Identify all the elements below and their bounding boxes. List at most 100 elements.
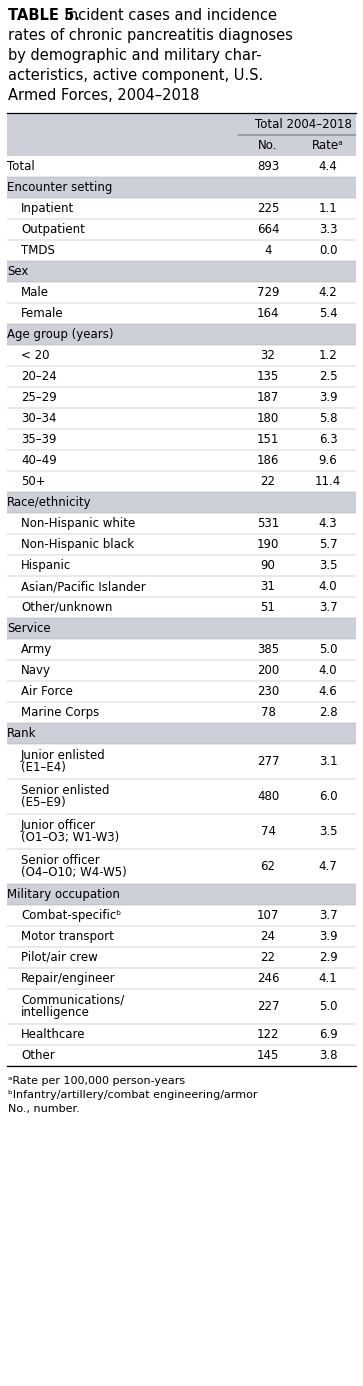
Text: 1.1: 1.1 [319,202,337,215]
Text: Healthcare: Healthcare [21,1028,86,1041]
Text: Other: Other [21,1049,55,1062]
Text: 225: 225 [257,202,279,215]
Text: Marine Corps: Marine Corps [21,705,99,719]
Text: Incident cases and incidence: Incident cases and incidence [60,8,277,24]
Text: 2.8: 2.8 [319,705,337,719]
Text: 3.7: 3.7 [319,602,337,614]
Text: 893: 893 [257,159,279,173]
Text: 385: 385 [257,643,279,656]
Text: 20–24: 20–24 [21,370,57,383]
Bar [7,597,356,618]
Text: 190: 190 [257,538,279,552]
Text: 230: 230 [257,685,279,699]
Text: Armed Forces, 2004–2018: Armed Forces, 2004–2018 [8,87,199,103]
Bar [7,884,356,905]
Text: 664: 664 [257,223,279,236]
Bar [7,577,356,597]
Text: Combat-specificᵇ: Combat-specificᵇ [21,909,121,922]
Text: 6.3: 6.3 [319,432,337,446]
Text: Asian/Pacific Islander: Asian/Pacific Islander [21,579,146,593]
Text: 107: 107 [257,909,279,922]
Text: 3.8: 3.8 [319,1049,337,1062]
Text: by demographic and military char-: by demographic and military char- [8,49,262,62]
Text: Outpatient: Outpatient [21,223,85,236]
Text: 78: 78 [261,705,276,719]
Text: 90: 90 [261,559,276,572]
Bar [7,492,356,513]
Text: 480: 480 [257,790,279,802]
Text: Senior enlisted: Senior enlisted [21,783,110,797]
Text: No., number.: No., number. [8,1105,80,1114]
Text: 4: 4 [264,244,272,256]
Text: Total: Total [7,159,35,173]
Text: TMDS: TMDS [21,244,55,256]
Bar [7,177,356,198]
Text: 5.0: 5.0 [319,643,337,656]
Bar [7,114,356,157]
Bar [7,744,356,779]
Text: 62: 62 [261,859,276,873]
Text: Communications/: Communications/ [21,994,124,1006]
Text: 0.0: 0.0 [319,244,337,256]
Text: Rank: Rank [7,728,37,740]
Text: (O4–O10; W4-W5): (O4–O10; W4-W5) [21,866,127,879]
Text: 277: 277 [257,755,279,768]
Bar [7,281,356,304]
Bar [7,814,356,850]
Text: Motor transport: Motor transport [21,930,114,942]
Text: 25–29: 25–29 [21,391,57,403]
Text: Non-Hispanic black: Non-Hispanic black [21,538,134,552]
Text: Female: Female [21,308,64,320]
Text: 227: 227 [257,1001,279,1013]
Bar [7,926,356,947]
Text: 4.7: 4.7 [319,859,337,873]
Text: 35–39: 35–39 [21,432,57,446]
Bar [7,639,356,660]
Bar [7,366,356,387]
Text: 51: 51 [261,602,276,614]
Text: Age group (years): Age group (years) [7,328,114,341]
Text: Air Force: Air Force [21,685,73,699]
Bar [7,990,356,1024]
Text: 24: 24 [261,930,276,942]
Bar [7,701,356,723]
Bar [7,534,356,554]
Text: Pilot/air crew: Pilot/air crew [21,951,98,965]
Text: intelligence: intelligence [21,1006,90,1019]
Text: 22: 22 [261,951,276,965]
Bar [7,240,356,261]
Text: 5.4: 5.4 [319,308,337,320]
Text: 30–34: 30–34 [21,412,57,426]
Text: ᵃRate per 100,000 person-years: ᵃRate per 100,000 person-years [8,1076,185,1087]
Text: 531: 531 [257,517,279,529]
Text: Hispanic: Hispanic [21,559,71,572]
Text: < 20: < 20 [21,349,49,362]
Text: (E5–E9): (E5–E9) [21,796,66,809]
Text: 151: 151 [257,432,279,446]
Text: 2.9: 2.9 [319,951,337,965]
Text: Total 2004–2018: Total 2004–2018 [255,118,352,130]
Text: 5.0: 5.0 [319,1001,337,1013]
Text: 164: 164 [257,308,279,320]
Text: TABLE 5.: TABLE 5. [8,8,80,24]
Text: Military occupation: Military occupation [7,888,120,901]
Text: 122: 122 [257,1028,279,1041]
Text: 9.6: 9.6 [319,455,337,467]
Bar [7,324,356,345]
Text: Other/unknown: Other/unknown [21,602,113,614]
Text: Service: Service [7,622,50,635]
Bar [7,198,356,219]
Bar [7,660,356,681]
Bar [7,345,356,366]
Text: 200: 200 [257,664,279,676]
Text: 3.7: 3.7 [319,909,337,922]
Text: 186: 186 [257,455,279,467]
Text: 3.5: 3.5 [319,825,337,839]
Bar [7,1024,356,1045]
Text: 4.2: 4.2 [319,286,337,299]
Text: 3.5: 3.5 [319,559,337,572]
Text: 135: 135 [257,370,279,383]
Text: Race/ethnicity: Race/ethnicity [7,496,91,509]
Text: 11.4: 11.4 [315,475,341,488]
Text: Encounter setting: Encounter setting [7,182,113,194]
